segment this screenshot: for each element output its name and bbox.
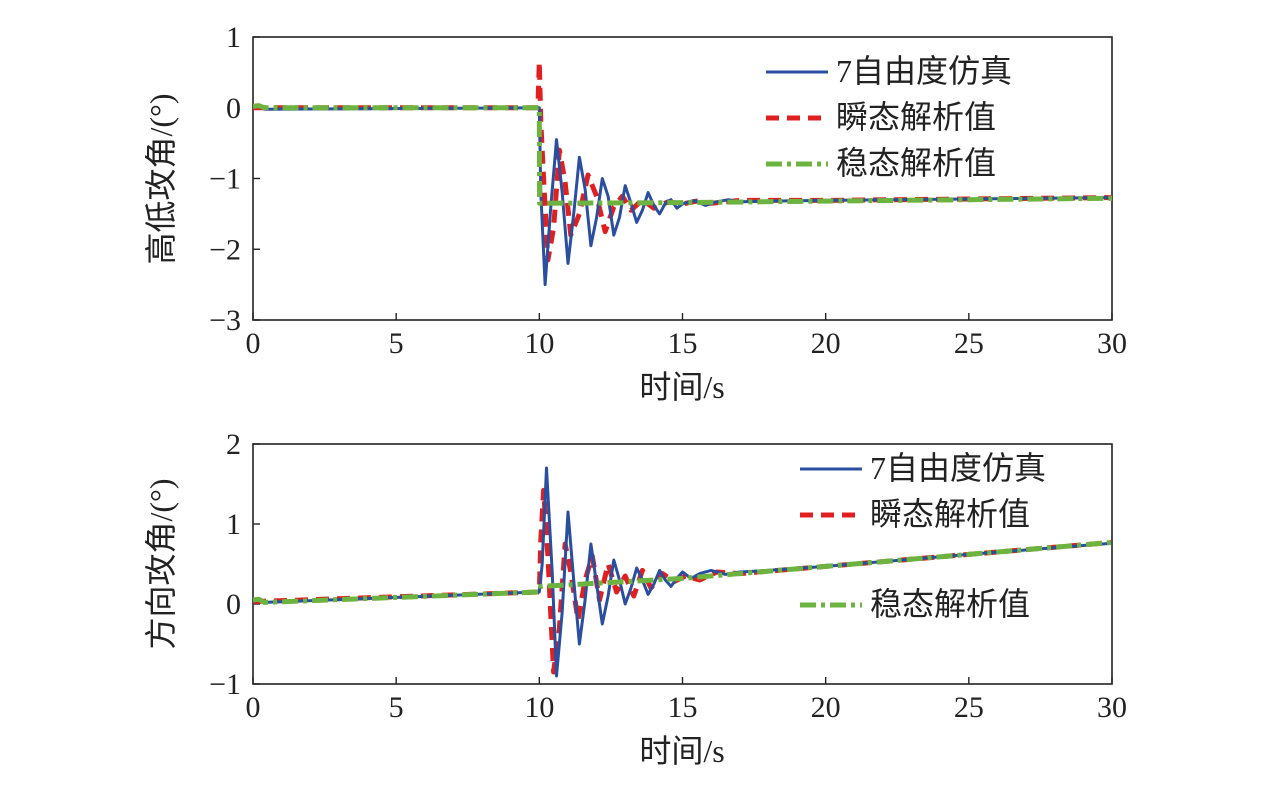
x-tick-label: 25 xyxy=(954,327,984,360)
series-line-dashed-bottom xyxy=(253,487,1112,675)
y-tick-label: 1 xyxy=(226,508,241,541)
series-group-top xyxy=(253,59,1112,287)
legend-label-7dof-b: 7自由度仿真 xyxy=(870,450,1046,486)
y-tick-label: 1 xyxy=(226,21,241,54)
series-group-bottom xyxy=(253,466,1112,678)
x-tick-label: 0 xyxy=(246,691,261,724)
y-tick-label: 0 xyxy=(226,588,241,621)
x-tick-label: 10 xyxy=(524,691,554,724)
legend-label-steady-b: 稳态解析值 xyxy=(870,586,1030,622)
x-tick-label: 5 xyxy=(389,327,404,360)
x-tick-label: 30 xyxy=(1097,327,1127,360)
x-tick-label: 10 xyxy=(524,327,554,360)
y-tick-label: −2 xyxy=(209,233,241,266)
y-tick-label: −3 xyxy=(209,304,241,337)
y-axis-label-bottom: 方向攻角/(°) xyxy=(143,478,179,649)
x-tick-label: 25 xyxy=(954,691,984,724)
x-tick-label: 15 xyxy=(668,691,698,724)
legend-label-transient: 瞬态解析值 xyxy=(836,99,996,135)
series-line-solid-bottom xyxy=(253,466,1112,678)
x-tick-label: 20 xyxy=(811,691,841,724)
legend-top: 7自由度仿真 瞬态解析值 稳态解析值 xyxy=(766,53,1012,181)
legend-label-7dof: 7自由度仿真 xyxy=(836,53,1012,89)
y-tick-label: 0 xyxy=(226,92,241,125)
x-tick-label: 30 xyxy=(1097,691,1127,724)
x-axis-label-bottom: 时间/s xyxy=(639,733,724,769)
x-tick-label: 20 xyxy=(811,327,841,360)
y-tick-label: 2 xyxy=(226,428,241,461)
series-line-dashdot-bottom xyxy=(253,539,1112,605)
x-tick-label: 0 xyxy=(246,327,261,360)
y-axis-label-top: 高低攻角/(°) xyxy=(143,93,179,264)
series-line-dashdot-top xyxy=(253,103,1112,206)
legend-bottom: 7自由度仿真 瞬态解析值 稳态解析值 xyxy=(800,450,1046,622)
y-tick-label: −1 xyxy=(209,163,241,196)
x-tick-label: 5 xyxy=(389,691,404,724)
legend-label-steady: 稳态解析值 xyxy=(836,145,996,181)
y-tick-label: −1 xyxy=(209,668,241,701)
legend-label-transient-b: 瞬态解析值 xyxy=(870,496,1030,532)
x-axis-label-top: 时间/s xyxy=(639,369,724,405)
x-tick-label: 15 xyxy=(668,327,698,360)
